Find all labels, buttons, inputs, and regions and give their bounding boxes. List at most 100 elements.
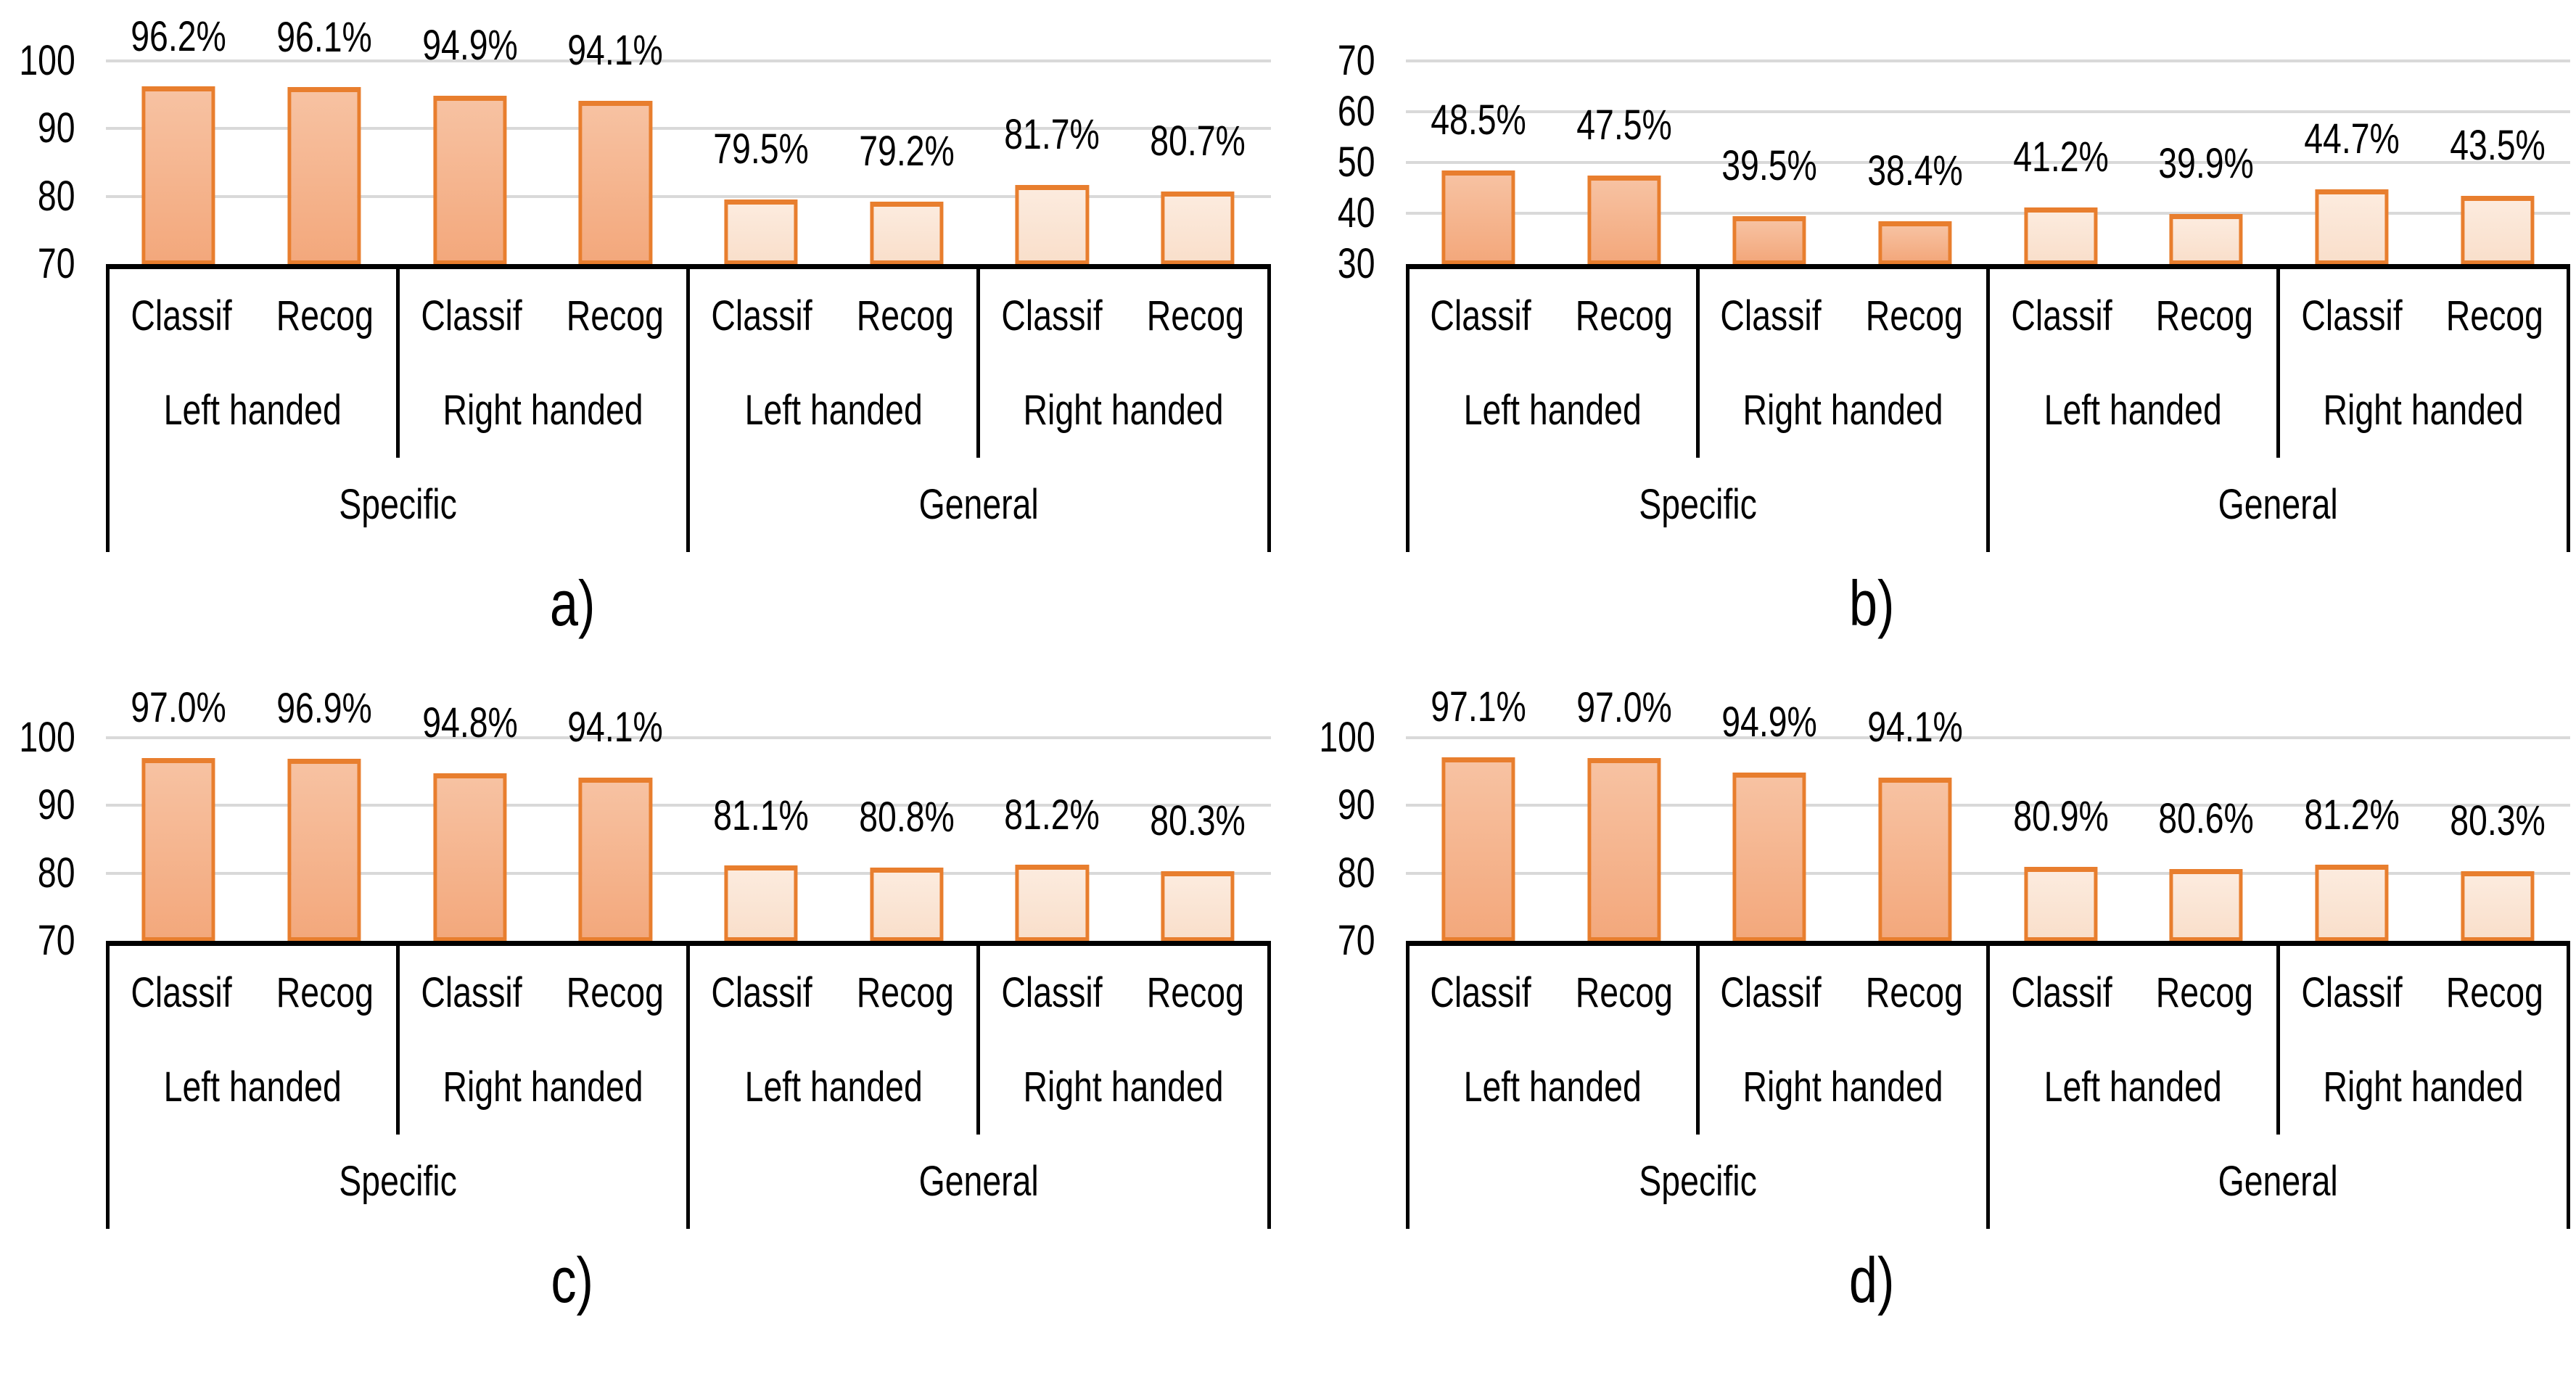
category-cell-group: Classif Recog [690, 946, 981, 1040]
category-label: Recog [2156, 969, 2254, 1017]
bar-value-label: 81.2% [1004, 791, 1100, 839]
category-label: Classif [2010, 292, 2112, 340]
category-label: Classif [2301, 292, 2403, 340]
category-cell-handedness: Left handed [110, 363, 400, 458]
category-axis-table: Classif Recog Classif Recog Classif Recog Clas… [1405, 946, 2570, 1229]
gridline [106, 127, 1271, 131]
category-cell-leaf: Recog [2133, 291, 2276, 342]
bar [1015, 865, 1090, 941]
panel-label: c) [551, 1244, 594, 1316]
category-axis-table: Classif Recog Classif Recog Classif Recog Clas… [1405, 269, 2570, 552]
category-cell-group: Classif Recog [690, 269, 981, 363]
category-cell-group: Classif Recog [110, 269, 400, 363]
bar-value-label: 96.9% [276, 685, 372, 733]
category-cell-leaf: Recog [2423, 968, 2567, 1018]
chart-body: 70 60 50 40 30 48.5% 47.5% 39.5% 38.4% 41.2% 39.9%… [1310, 10, 2570, 655]
category-cell-leaf: Classif [690, 968, 834, 1018]
category-cell-leaf: Classif [400, 968, 543, 1018]
gridline [106, 59, 1271, 62]
bar [1587, 758, 1661, 941]
bar [1441, 757, 1515, 941]
category-axis-table: Classif Recog Classif Recog Classif Recog Clas… [106, 946, 1271, 1229]
category-cell-model-type: General [1990, 1135, 2567, 1229]
category-row-classif-recog: Classif Recog Classif Recog Classif Recog Clas… [110, 269, 1267, 363]
category-cell-leaf: Classif [1410, 291, 1553, 342]
bar-value-label: 79.2% [858, 128, 955, 176]
category-label: Classif [711, 969, 812, 1017]
bar [1441, 170, 1515, 264]
category-cell-leaf: Recog [253, 968, 397, 1018]
bar-value-label: 80.6% [2158, 795, 2255, 843]
bar [1161, 192, 1235, 264]
category-label: Recog [1146, 969, 1244, 1017]
category-label: Classif [1001, 292, 1103, 340]
category-cell-leaf: Recog [834, 968, 977, 1018]
bar [1015, 184, 1090, 264]
category-label: Recog [1865, 969, 1964, 1017]
bar-value-label: 94.1% [567, 704, 664, 752]
chart-main: 97.0% 96.9% 94.8% 94.1% 81.1% 80.8% 81.2% 80.3%… [106, 686, 1271, 1332]
category-label: General [2218, 481, 2338, 529]
bar-value-label: 39.5% [1721, 141, 1818, 189]
y-axis-tick-label: 30 [1337, 240, 1375, 287]
bar [1878, 221, 1952, 264]
gridline [106, 194, 1271, 198]
category-cell-handedness: Right handed [980, 1040, 1267, 1135]
category-label: Recog [856, 292, 954, 340]
category-cell-leaf: Classif [1700, 968, 1843, 1018]
category-label: Left handed [1463, 1063, 1642, 1111]
panel-label: a) [549, 567, 596, 639]
y-axis: 100 90 80 70 [10, 687, 106, 1332]
bar [724, 199, 798, 264]
category-label: Classif [1720, 969, 1822, 1017]
bar-value-label: 80.3% [1150, 796, 1246, 844]
plot-area: 97.1% 97.0% 94.9% 94.1% 80.9% 80.6% 81.2% 80.3% [1405, 685, 2570, 946]
category-row-handedness: Left handed Right handed Left handed Right … [1410, 1040, 2567, 1135]
bar-value-label: 81.1% [713, 791, 809, 839]
category-axis-table: Classif Recog Classif Recog Classif Recog Clas… [106, 269, 1271, 552]
category-cell-model-type: General [1990, 458, 2567, 552]
category-cell-model-type: Specific [1410, 458, 1990, 552]
gridline [1405, 110, 2570, 113]
category-row-handedness: Left handed Right handed Left handed Right … [1410, 363, 2567, 458]
category-cell-group: Classif Recog [400, 269, 691, 363]
category-label: Recog [276, 292, 374, 340]
bar [287, 758, 361, 941]
category-cell-group: Classif Recog [110, 946, 400, 1040]
category-label: Recog [856, 969, 954, 1017]
plot-area: 97.0% 96.9% 94.8% 94.1% 81.1% 80.8% 81.2% 80.3% [106, 686, 1271, 946]
category-label: Classif [421, 969, 522, 1017]
y-axis: 100 90 80 70 [10, 10, 106, 655]
y-axis-tick-label: 70 [1337, 917, 1375, 964]
category-label: Classif [2010, 969, 2112, 1017]
bar-value-label: 96.2% [131, 12, 227, 60]
category-label: Classif [1430, 292, 1531, 340]
category-label: Specific [1638, 481, 1757, 529]
category-label: Right handed [1742, 1063, 1943, 1111]
y-axis-tick-label: 70 [38, 917, 75, 964]
category-row-model-type: Specific General [110, 1135, 1267, 1229]
category-cell-leaf: Classif [980, 291, 1124, 342]
bar [2315, 189, 2389, 264]
category-cell-group: Classif Recog [2280, 269, 2567, 363]
y-axis-tick-label: 90 [38, 104, 75, 152]
category-cell-group: Classif Recog [1700, 269, 1990, 363]
y-axis-tick-label: 100 [19, 37, 75, 84]
bar-value-label: 96.1% [276, 13, 372, 61]
y-axis-tick-label: 60 [1337, 88, 1375, 135]
category-cell-handedness: Right handed [980, 363, 1267, 458]
category-label: Classif [711, 292, 812, 340]
y-axis-tick-label: 80 [38, 849, 75, 897]
y-axis-tick-label: 90 [1337, 781, 1375, 829]
category-cell-leaf: Recog [1843, 291, 1986, 342]
panel-label-row: c) [106, 1229, 1271, 1332]
category-row-handedness: Left handed Right handed Left handed Right … [110, 363, 1267, 458]
category-cell-handedness: Right handed [2280, 1040, 2567, 1135]
y-axis: 100 90 80 70 [1310, 687, 1406, 1332]
category-cell-handedness: Left handed [1410, 363, 1700, 458]
category-label: Specific [1638, 1158, 1757, 1206]
y-axis-tick-label: 70 [1337, 37, 1375, 84]
y-axis-tick-label: 40 [1337, 189, 1375, 236]
chart-body: 100 90 80 70 97.0% 96.9% 94.8% 94.1% 81.1% 80.8% 8… [10, 686, 1271, 1332]
category-cell-leaf: Recog [543, 968, 687, 1018]
